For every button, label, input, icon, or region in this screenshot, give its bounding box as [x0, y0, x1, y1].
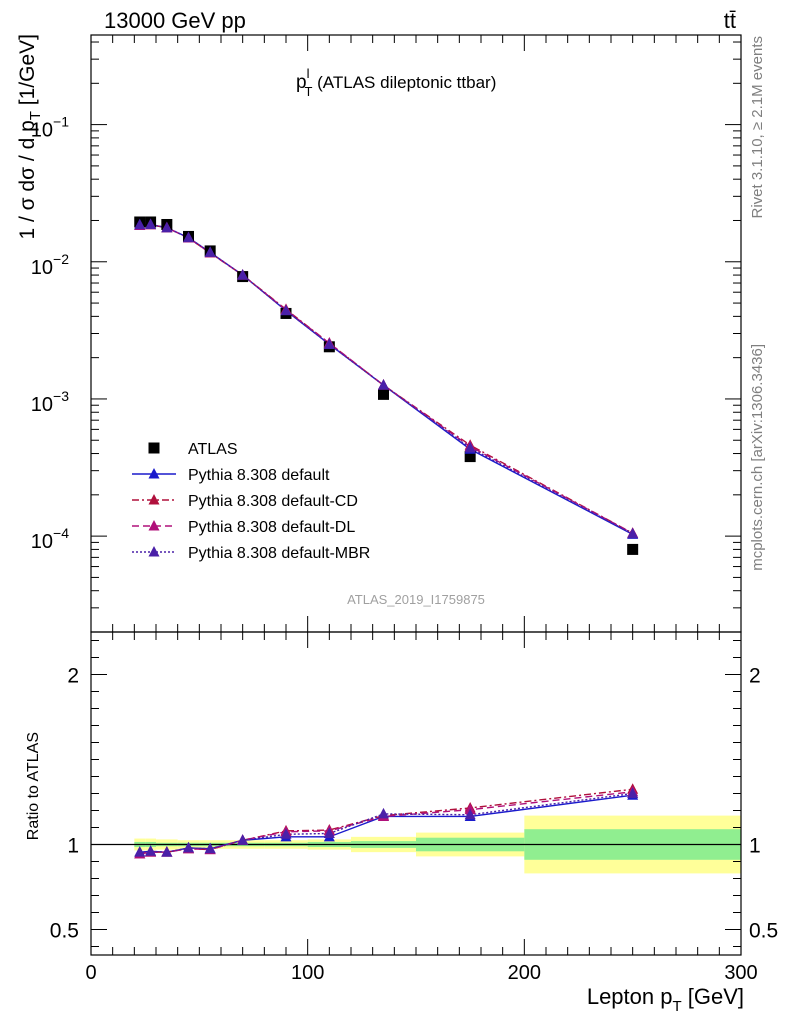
ratio-panel: 0.5 1 2 0.5 1 2 0 100 200 300 Ratio to ATLAS Lept… [25, 631, 778, 1015]
legend-label: Pythia 8.308 default-DL [188, 519, 355, 536]
watermark: ATLAS_2019_I1759875 [347, 592, 485, 607]
y-tick-label: 10−1 [31, 114, 69, 142]
series-4-point [204, 246, 216, 257]
series-4-point [378, 379, 389, 390]
legend-label: Pythia 8.308 default-CD [188, 493, 358, 510]
ratio-series-3-point [280, 828, 292, 839]
series-1-line [139, 223, 633, 535]
process-label: tt̄ [724, 8, 736, 33]
x-axis-label: Lepton pT [GeV] [587, 984, 744, 1015]
series-4-line [139, 223, 633, 535]
ratio-y-tick-label-right: 0.5 [749, 920, 778, 943]
mcplots-label: mcplots.cern.ch [arXiv:1306.3436] [749, 344, 766, 571]
main-panel: 10−1 10−2 10−3 10−4 pl T (ATLAS dileptonic t… [16, 34, 742, 633]
series-4-point [145, 218, 157, 229]
x-tick-label: 200 [508, 962, 541, 984]
y-tick-label: 10−4 [31, 525, 69, 553]
main-plot-area [134, 216, 639, 555]
series-4-point [464, 441, 476, 453]
legend-label: Pythia 8.308 default-MBR [188, 545, 370, 562]
ratio-bands [91, 815, 741, 874]
x-tick-label: 100 [291, 962, 324, 984]
main-frame [90, 34, 742, 633]
ratio-series-3-point [378, 807, 389, 819]
ratio-series-3-point [145, 845, 157, 856]
legend: ATLAS Pythia 8.308 default Pythia 8.308 de… [132, 441, 370, 562]
ratio-y-tick-label: 2 [67, 665, 79, 688]
ratio-y-tick-label: 0.5 [50, 920, 79, 943]
series-3-line [139, 224, 633, 534]
x-tick-label: 0 [85, 962, 96, 984]
ratio-y-tick-label: 1 [67, 835, 79, 858]
ratio-y-tick-label-right: 1 [749, 835, 761, 858]
ratio-series-3-point [161, 846, 173, 857]
ratio-series-3-point [204, 842, 216, 854]
series-2-line [139, 224, 634, 534]
main-ticks: 10−1 10−2 10−3 10−4 [31, 35, 742, 633]
series-4-point [323, 338, 335, 349]
ratio-ticks: 0.5 1 2 0.5 1 2 0 100 200 300 [50, 632, 778, 984]
ratio-y-tick-label-right: 2 [749, 665, 761, 688]
legend-marker [148, 468, 160, 479]
legend-label: ATLAS [188, 441, 238, 458]
y-tick-label: 10−3 [31, 388, 69, 416]
ratio-y-axis-label: Ratio to ATLAS [25, 732, 42, 840]
ratio-series-3-point [627, 787, 639, 798]
ratio-series-3-point [464, 808, 476, 820]
legend-marker [148, 520, 160, 531]
rivet-label: Rivet 3.1.10, ≥ 2.1M events [749, 36, 766, 219]
series-0-point [378, 388, 389, 400]
ratio-series-3-point [237, 834, 249, 845]
main-title: pl T (ATLAS dileptonic ttbar) [296, 66, 496, 99]
series-4-point [161, 221, 173, 233]
ratio-series-3-point [323, 827, 335, 838]
y-tick-label: 10−2 [31, 251, 69, 279]
legend-marker [148, 546, 160, 557]
ratio-frame [90, 631, 742, 956]
ratio-series-3-point [134, 846, 146, 857]
legend-marker [148, 494, 160, 505]
legend-label: Pythia 8.308 default [188, 467, 330, 484]
x-tick-label: 300 [724, 962, 757, 984]
ratio-plot-area [134, 783, 639, 859]
legend-marker [148, 442, 160, 454]
main-y-axis-label: 1 / σ dσ / d pT [1/GeV] [16, 34, 44, 240]
series-4-point [280, 304, 292, 316]
series-4-point [183, 231, 194, 243]
series-4-point [627, 527, 639, 539]
energy-label: 13000 GeV pp [104, 8, 246, 33]
series-4-point [134, 218, 146, 230]
series-0-point [464, 451, 476, 463]
series-4-point [237, 269, 249, 280]
series-0-point [627, 543, 639, 555]
ratio-series-3-point [183, 841, 194, 853]
